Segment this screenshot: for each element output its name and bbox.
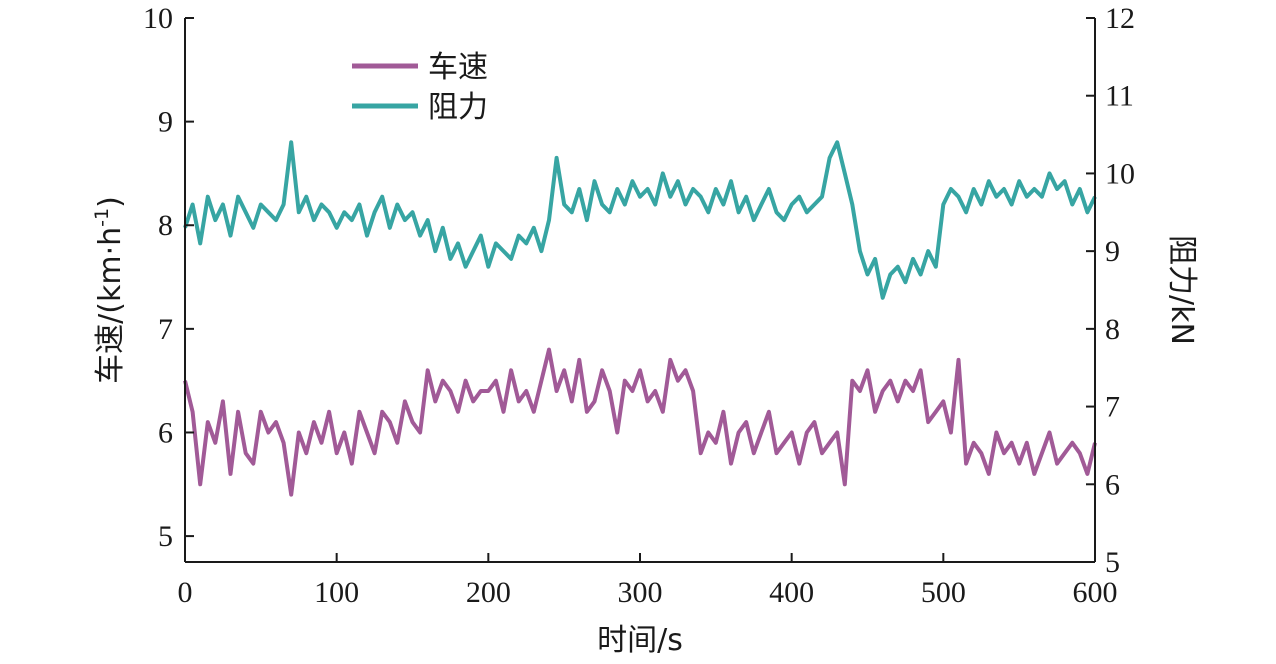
x-tick-label: 400 <box>769 576 814 609</box>
y-right-tick-label: 12 <box>1105 2 1135 35</box>
y-axis-left-label-sup: -1 <box>91 208 113 227</box>
x-tick-label: 200 <box>466 576 511 609</box>
x-tick-label: 500 <box>921 576 966 609</box>
y-left-tick-label: 6 <box>158 416 173 449</box>
y-right-tick-label: 9 <box>1105 235 1120 268</box>
x-tick-label: 600 <box>1073 576 1118 609</box>
y-right-tick-label: 5 <box>1105 546 1120 579</box>
y-left-tick-label: 8 <box>158 209 173 242</box>
y-left-tick-label: 9 <box>158 106 173 139</box>
y-left-ticks: 5 6 7 8 9 10 <box>143 2 194 553</box>
y-axis-right-label: 阻力/kN <box>1164 235 1199 345</box>
x-axis-label: 时间/s <box>597 623 683 658</box>
y-axis-left-label-main: 车速/(km·h <box>93 227 128 384</box>
y-left-tick-label: 7 <box>158 313 173 346</box>
y-right-ticks: 5 6 7 8 9 10 11 12 <box>1086 2 1135 579</box>
x-tick-label: 300 <box>618 576 663 609</box>
y-right-tick-label: 7 <box>1105 391 1120 424</box>
y-right-tick-label: 11 <box>1105 80 1134 113</box>
series-line-1 <box>183 140 1097 300</box>
series-lines <box>183 140 1097 497</box>
y-left-tick-label: 10 <box>143 2 173 35</box>
series-line-0 <box>183 347 1097 497</box>
y-left-tick-label: 5 <box>158 520 173 553</box>
y-right-tick-label: 6 <box>1105 468 1120 501</box>
legend-label-resistance: 阻力 <box>428 90 488 125</box>
x-tick-label: 0 <box>178 576 193 609</box>
y-axis-left-label: 车速/(km·h-1) <box>91 196 128 384</box>
y-axis-left-label-close: ) <box>93 196 128 208</box>
y-right-tick-label: 10 <box>1105 157 1135 190</box>
x-tick-label: 100 <box>314 576 359 609</box>
y-right-tick-label: 8 <box>1105 313 1120 346</box>
legend-label-speed: 车速 <box>428 50 488 85</box>
legend: 车速 阻力 <box>352 50 488 125</box>
x-ticks: 0 100 200 300 400 500 600 <box>178 553 1118 609</box>
